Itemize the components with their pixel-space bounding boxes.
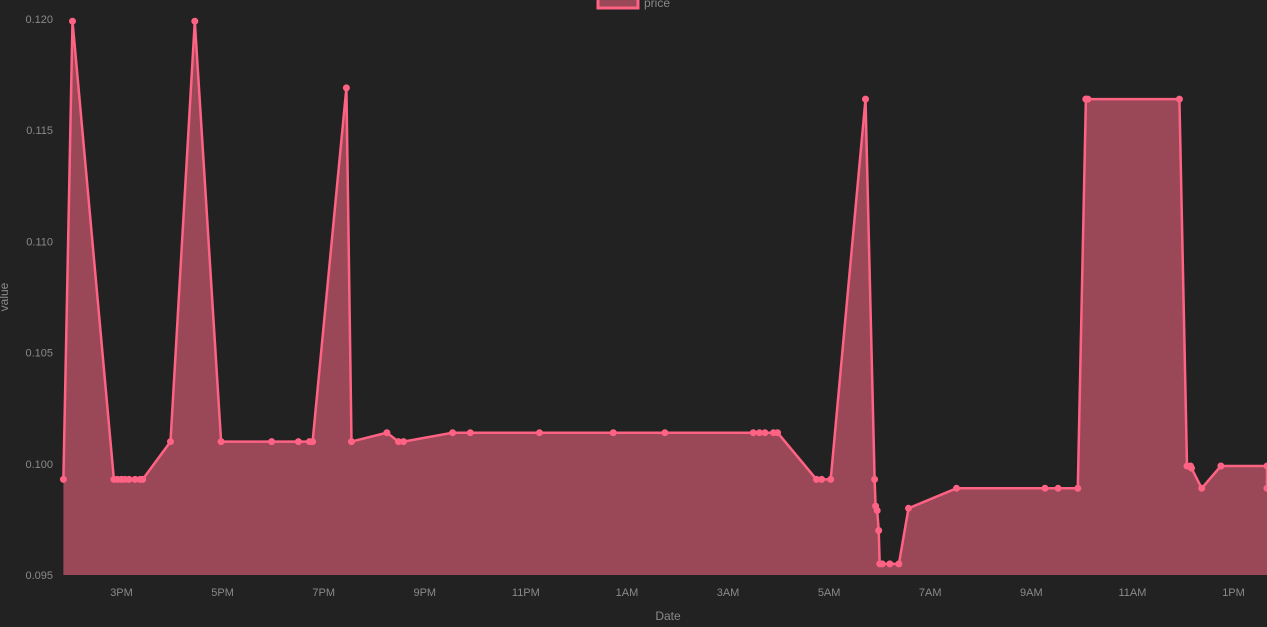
data-point[interactable] — [1041, 484, 1049, 492]
legend-label: price — [644, 0, 670, 10]
data-point[interactable] — [342, 84, 350, 92]
data-point[interactable] — [1217, 462, 1225, 470]
x-tick-label: 3PM — [110, 587, 133, 599]
data-point[interactable] — [191, 17, 199, 25]
x-axis: 3PM 5PM 7PM 9PM 11PM 1AM 3AM 5AM 7AM 9AM 11AM 1PM — [110, 587, 1245, 599]
data-point[interactable] — [294, 438, 302, 446]
data-point[interactable] — [774, 429, 782, 437]
data-point[interactable] — [383, 429, 391, 437]
data-point[interactable] — [217, 438, 225, 446]
data-point[interactable] — [59, 475, 67, 483]
data-point[interactable] — [348, 438, 355, 446]
data-point[interactable] — [125, 475, 133, 483]
data-point[interactable] — [139, 475, 147, 483]
data-point[interactable] — [466, 429, 474, 437]
data-point[interactable] — [661, 429, 669, 437]
y-tick-label: 0.110 — [26, 236, 53, 248]
data-point[interactable] — [873, 507, 881, 514]
x-tick-label: 1PM — [1222, 587, 1245, 599]
x-tick-label: 11PM — [512, 587, 540, 599]
series-area-fill — [63, 21, 1267, 575]
y-axis-title: value — [0, 282, 11, 311]
data-point[interactable] — [761, 429, 769, 437]
data-point[interactable] — [1175, 95, 1183, 103]
legend[interactable]: price — [596, 0, 670, 10]
x-tick-label: 7AM — [919, 587, 942, 599]
data-point[interactable] — [609, 429, 617, 437]
data-point[interactable] — [875, 527, 883, 534]
data-point[interactable] — [905, 504, 912, 512]
data-point[interactable] — [1263, 462, 1267, 470]
data-point[interactable] — [818, 475, 826, 483]
legend-swatch — [596, 0, 640, 10]
data-point[interactable] — [167, 438, 174, 446]
data-point[interactable] — [69, 17, 76, 25]
data-point[interactable] — [309, 438, 317, 446]
data-point[interactable] — [400, 438, 407, 446]
y-tick-label: 0.100 — [25, 459, 53, 471]
data-point[interactable] — [895, 560, 903, 568]
data-point[interactable] — [862, 95, 869, 103]
data-point[interactable] — [871, 475, 879, 483]
data-point[interactable] — [1074, 484, 1082, 492]
y-tick-label: 0.115 — [26, 125, 53, 137]
data-point[interactable] — [878, 560, 886, 568]
data-point[interactable] — [536, 429, 543, 437]
x-tick-label: 7PM — [312, 587, 335, 599]
x-tick-label: 5AM — [818, 587, 841, 599]
data-point[interactable] — [953, 484, 960, 492]
x-tick-label: 9AM — [1020, 587, 1043, 599]
x-tick-label: 1AM — [616, 587, 639, 599]
x-tick-label: 5PM — [211, 587, 234, 599]
data-point[interactable] — [449, 429, 457, 437]
y-tick-label: 0.120 — [25, 14, 53, 26]
y-tick-label: 0.095 — [25, 570, 53, 582]
x-tick-label: 3AM — [717, 587, 740, 599]
data-point[interactable] — [1263, 484, 1267, 492]
data-point[interactable] — [827, 475, 835, 483]
x-tick-label: 9PM — [413, 587, 436, 599]
area-layer — [59, 17, 1267, 575]
data-point[interactable] — [1198, 484, 1206, 492]
data-point[interactable] — [1082, 95, 1090, 103]
x-tick-label: 11AM — [1118, 587, 1146, 599]
x-axis-title: Date — [655, 609, 681, 623]
data-point[interactable] — [268, 438, 276, 446]
y-axis: 0.095 0.100 0.105 0.110 0.115 0.120 — [25, 14, 53, 582]
y-tick-label: 0.105 — [25, 348, 53, 360]
data-point[interactable] — [886, 560, 894, 568]
data-point[interactable] — [749, 429, 757, 437]
data-point[interactable] — [1054, 484, 1062, 492]
data-point[interactable] — [1188, 464, 1195, 472]
